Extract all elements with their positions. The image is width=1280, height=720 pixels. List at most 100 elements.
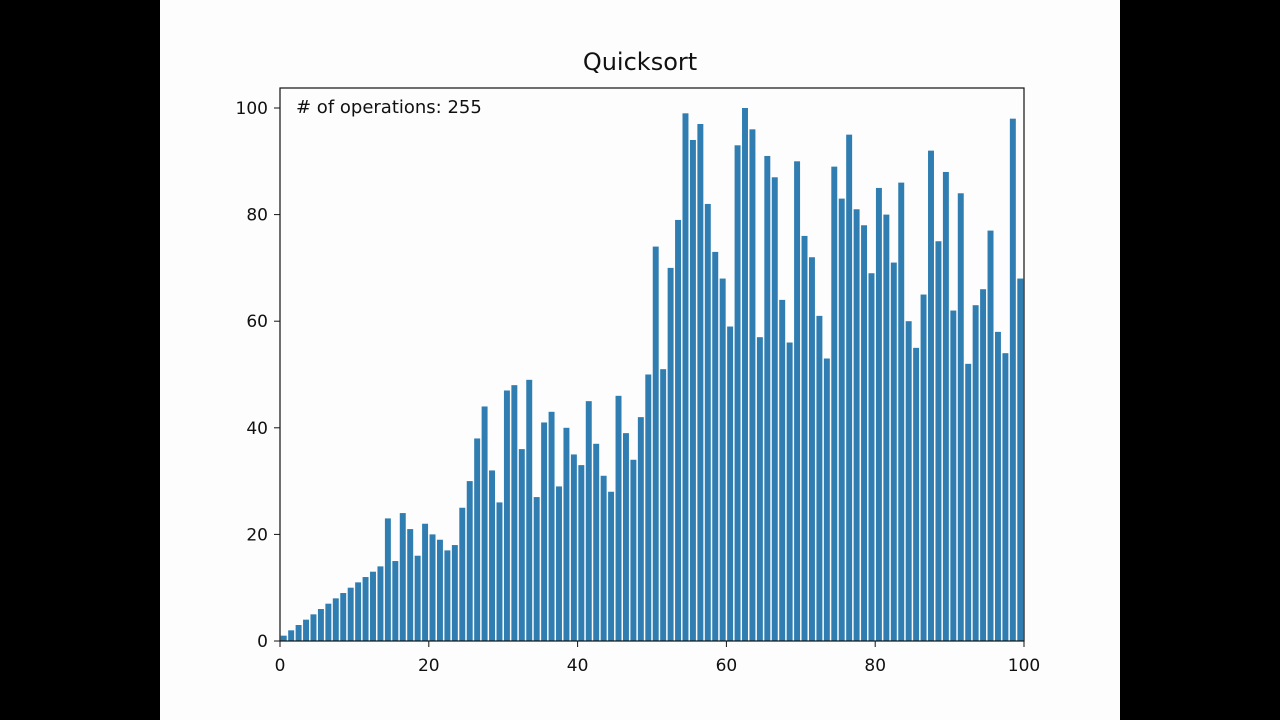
- bar: [422, 523, 429, 641]
- bar: [407, 529, 414, 641]
- bar: [883, 214, 890, 641]
- bar: [436, 539, 443, 641]
- bar: [541, 422, 548, 641]
- chart-title: Quicksort: [582, 48, 698, 76]
- bar: [474, 438, 481, 641]
- bar: [370, 571, 376, 641]
- bar: [786, 342, 793, 641]
- bar: [392, 561, 399, 641]
- bar: [585, 401, 592, 641]
- operations-count-annotation: # of operations: 255: [296, 97, 482, 118]
- bar: [816, 315, 823, 641]
- x-tick-label: 80: [864, 656, 886, 676]
- bar: [697, 123, 704, 642]
- y-tick-label: 40: [246, 419, 268, 439]
- y-tick-label: 80: [246, 206, 268, 226]
- bar: [429, 534, 436, 641]
- x-tick-label: 40: [567, 656, 589, 676]
- bar: [600, 475, 607, 641]
- bar: [511, 385, 518, 641]
- y-tick-label: 0: [257, 632, 268, 652]
- bar: [384, 518, 391, 641]
- bar: [622, 433, 629, 641]
- bar: [310, 614, 317, 641]
- bar: [950, 310, 957, 641]
- bar: [637, 417, 644, 641]
- bar: [756, 337, 763, 641]
- bar: [957, 193, 964, 641]
- bar: [503, 390, 510, 641]
- bar: [868, 273, 875, 641]
- bar: [913, 347, 920, 641]
- bar: [563, 427, 570, 641]
- bar: [466, 481, 473, 641]
- bar: [444, 550, 451, 641]
- bar: [533, 497, 540, 641]
- bar: [682, 113, 689, 641]
- bar: [846, 134, 853, 641]
- bar: [548, 411, 555, 641]
- bar: [1017, 278, 1024, 641]
- bar: [935, 241, 942, 641]
- bar: [764, 155, 771, 641]
- bar: [481, 406, 488, 641]
- bar: [742, 108, 748, 641]
- bar: [414, 555, 421, 641]
- x-axis-ticks: 0 20 40 60 80 100: [275, 641, 1040, 676]
- bar: [749, 129, 756, 641]
- bar: [905, 321, 912, 641]
- bar: [518, 449, 525, 641]
- bar: [608, 491, 615, 641]
- bar: [556, 486, 562, 641]
- bar: [727, 326, 734, 641]
- bar: [987, 230, 994, 641]
- bar: [526, 379, 533, 641]
- bar: [704, 203, 711, 641]
- bar: [347, 587, 354, 641]
- bar: [652, 246, 659, 641]
- y-tick-label: 20: [246, 525, 268, 545]
- bar: [288, 630, 295, 641]
- bar: [675, 219, 682, 641]
- bar: [615, 395, 622, 641]
- bar: [355, 582, 362, 641]
- bar: [853, 209, 860, 641]
- bar: [801, 235, 808, 642]
- x-tick-label: 0: [275, 656, 286, 676]
- bar: [875, 187, 882, 641]
- bar: [920, 294, 927, 641]
- bar: [719, 278, 726, 641]
- bar: [942, 171, 949, 641]
- bar: [303, 619, 310, 641]
- bar-chart: 0 20 40 60 80 100 0 20 40 60 80 100 # of operation…: [236, 87, 1040, 676]
- bar: [645, 374, 652, 641]
- bar: [734, 145, 741, 641]
- bar: [667, 267, 674, 641]
- bar: [496, 502, 503, 641]
- bar: [570, 454, 577, 641]
- bar: [771, 177, 778, 642]
- bar: [489, 470, 496, 641]
- bar: [399, 513, 406, 641]
- x-tick-label: 100: [1008, 656, 1040, 676]
- bar: [280, 635, 287, 641]
- y-axis-ticks: 0 20 40 60 80 100: [236, 99, 280, 652]
- bar: [325, 603, 332, 641]
- bars-group: [280, 108, 1024, 642]
- bar: [861, 225, 868, 641]
- bar: [838, 198, 845, 642]
- y-tick-label: 100: [236, 99, 268, 119]
- bar: [965, 363, 972, 641]
- x-tick-label: 20: [418, 656, 440, 676]
- bar: [994, 331, 1001, 641]
- bar: [980, 289, 987, 641]
- x-tick-label: 60: [716, 656, 738, 676]
- plot-frame: [279, 87, 1025, 642]
- bar: [362, 577, 369, 641]
- bar: [890, 262, 897, 641]
- bar: [794, 161, 801, 642]
- bar: [972, 305, 979, 641]
- bar: [808, 257, 815, 641]
- bar: [332, 598, 339, 641]
- bar: [459, 507, 466, 641]
